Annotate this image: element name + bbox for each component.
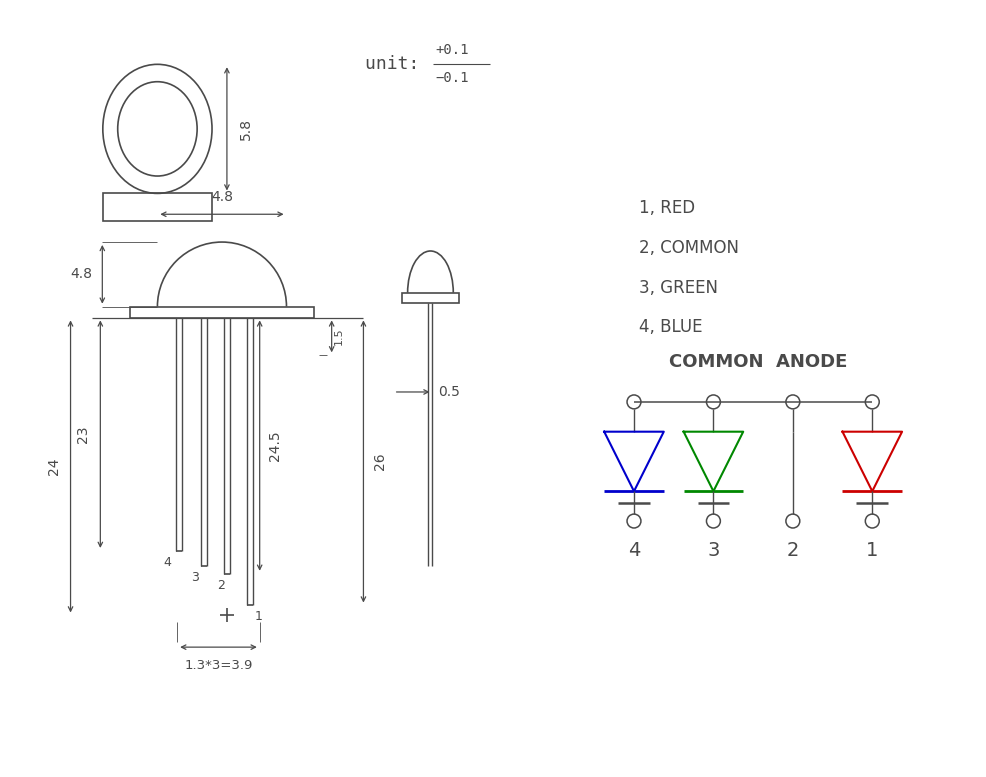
Text: 4.8: 4.8: [211, 190, 233, 204]
Text: 4, BLUE: 4, BLUE: [638, 319, 702, 336]
Text: 4: 4: [164, 556, 172, 569]
Text: 2: 2: [786, 542, 799, 560]
Text: 1.3*3=3.9: 1.3*3=3.9: [184, 659, 252, 672]
Text: 3: 3: [191, 570, 199, 584]
Text: 0.5: 0.5: [438, 385, 459, 399]
Text: 24: 24: [46, 458, 60, 476]
Bar: [130, 307, 314, 318]
Text: 3, GREEN: 3, GREEN: [638, 279, 717, 297]
Text: 1: 1: [865, 542, 878, 560]
Text: 1.5: 1.5: [333, 328, 343, 345]
Text: 2: 2: [217, 579, 225, 591]
Text: 3: 3: [707, 542, 719, 560]
Text: 4.8: 4.8: [70, 267, 93, 281]
Text: 24.5: 24.5: [267, 430, 281, 461]
Text: 5.8: 5.8: [239, 118, 252, 140]
Text: 4: 4: [627, 542, 640, 560]
Text: 1: 1: [254, 611, 262, 623]
Text: 2, COMMON: 2, COMMON: [638, 239, 739, 257]
Text: 23: 23: [76, 426, 91, 443]
Text: 1, RED: 1, RED: [638, 199, 694, 218]
Text: +0.1: +0.1: [435, 44, 468, 57]
Bar: [401, 293, 458, 302]
Text: COMMON  ANODE: COMMON ANODE: [669, 354, 846, 371]
Text: −0.1: −0.1: [435, 71, 468, 85]
Text: unit:: unit:: [365, 55, 430, 73]
Bar: [103, 193, 212, 221]
Text: 26: 26: [373, 453, 387, 470]
